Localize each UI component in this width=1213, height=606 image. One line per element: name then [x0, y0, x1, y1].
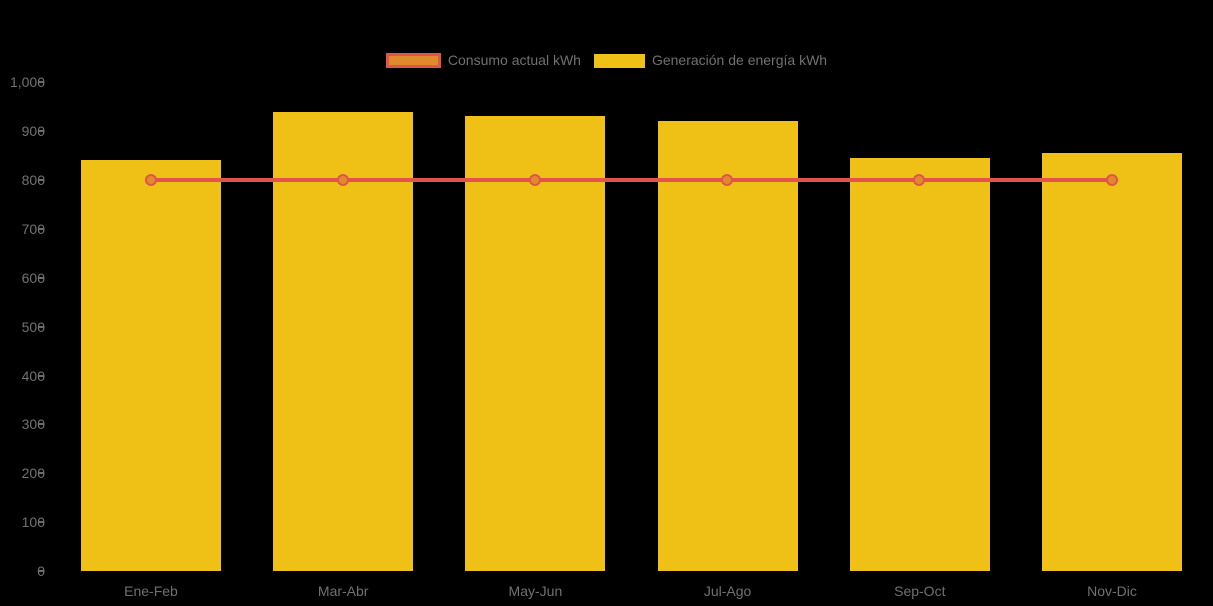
- consumption-point-Mar-Abr: [336, 173, 349, 186]
- x-axis-label-Ene-Feb: Ene-Feb: [124, 583, 178, 599]
- y-axis-tick-mark: [39, 521, 44, 524]
- x-axis-label-Sep-Oct: Sep-Oct: [894, 583, 946, 599]
- consumption-line-segment: [727, 178, 920, 182]
- generation-bar-Nov-Dic: [1042, 153, 1182, 571]
- y-axis-tick-label: 100: [21, 514, 45, 531]
- generation-bar-May-Jun: [465, 116, 606, 571]
- y-axis-tick-mark: [39, 81, 44, 84]
- y-axis-tick-label: 400: [21, 367, 45, 384]
- legend-label-consumo: Consumo actual kWh: [447, 52, 581, 68]
- y-axis-tick-label: 600: [21, 269, 45, 286]
- consumption-point-May-Jun: [528, 173, 541, 186]
- x-axis-label-Jul-Ago: Jul-Ago: [703, 583, 752, 599]
- consumption-point-Ene-Feb: [144, 173, 157, 186]
- y-axis-tick-label: 500: [21, 318, 45, 335]
- legend-item-generacion-energia[interactable]: Generación de energía kWh: [593, 52, 828, 68]
- consumption-line-segment: [343, 178, 536, 182]
- y-axis-tick-mark: [39, 374, 44, 377]
- generation-bar-Ene-Feb: [81, 160, 221, 571]
- y-axis-tick-mark: [39, 472, 44, 475]
- y-axis-tick-mark: [39, 570, 44, 572]
- consumption-line-segment: [919, 178, 1112, 182]
- generation-bar-Jul-Ago: [657, 121, 798, 571]
- y-axis-tick-mark: [39, 130, 44, 133]
- y-axis-tick-label: 900: [21, 123, 45, 140]
- x-axis-label-May-Jun: May-Jun: [508, 583, 563, 599]
- consumption-point-Nov-Dic: [1105, 173, 1118, 186]
- generation-bar-Sep-Oct: [849, 158, 990, 571]
- legend-item-consumo-actual[interactable]: Consumo actual kWh: [385, 52, 581, 68]
- y-axis-tick-label: 800: [21, 172, 45, 188]
- consumption-point-Jul-Ago: [721, 173, 734, 186]
- y-axis-tick-label: 200: [21, 465, 45, 482]
- chart-legend: Consumo actual kWh Generación de energía…: [0, 53, 1213, 68]
- consumption-line-legend-swatch: [385, 53, 441, 68]
- y-axis-tick-label: 1,000: [9, 74, 45, 91]
- x-axis-label-Nov-Dic: Nov-Dic: [1087, 583, 1137, 599]
- y-axis-tick-mark: [39, 227, 44, 230]
- consumption-point-Sep-Oct: [913, 173, 926, 186]
- x-axis-label-Mar-Abr: Mar-Abr: [317, 583, 369, 599]
- y-axis-tick-mark: [39, 423, 44, 426]
- consumption-line-segment: [535, 178, 728, 182]
- y-axis-tick-mark: [39, 276, 44, 279]
- consumption-line-segment: [151, 178, 344, 182]
- y-axis-tick-label: 300: [21, 416, 45, 433]
- y-axis-tick-label: 700: [21, 220, 45, 237]
- y-axis-tick-mark: [39, 179, 44, 181]
- y-axis-tick-mark: [39, 325, 44, 328]
- generation-bar-legend-swatch: [593, 53, 645, 68]
- generation-bar-Mar-Abr: [273, 111, 414, 571]
- legend-label-generacion: Generación de energía kWh: [651, 52, 828, 68]
